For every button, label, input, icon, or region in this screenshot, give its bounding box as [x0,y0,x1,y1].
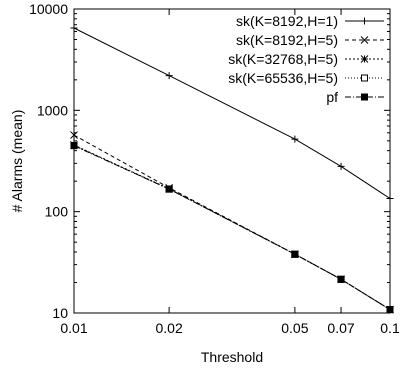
legend-swatch-marker [361,17,368,25]
y-axis-label: # Alarms (mean) [9,110,25,213]
x-tick-label: 0.07 [327,320,354,336]
y-tick-label: 10 [52,305,68,321]
series-line [73,134,391,311]
legend-label: pf [326,89,338,105]
legend-label: sk(K=8192,H=1) [236,13,338,29]
series-line [73,144,391,311]
x-axis: 0.01 0.02 0.05 0.07 0.1 [60,9,400,336]
y-tick-label: 1000 [37,102,68,118]
plot-frame [73,8,391,314]
series-1 [70,131,394,314]
y-axis: 10 100 1000 10000 [29,1,390,321]
x-tick-label: 0.01 [60,320,87,336]
legend-swatch-marker [360,36,369,44]
series-4 [70,142,394,314]
x-tick-label: 0.02 [156,320,183,336]
series-layer [70,24,394,314]
series-2 [70,141,394,314]
legend-label: sk(K=32768,H=5) [228,51,338,67]
x-tick-label: 0.1 [380,320,400,336]
data-point [337,275,345,283]
legend: sk(K=8192,H=1) sk(K=8192,H=5) sk(K=32768,H… [228,13,384,105]
legend-swatch-marker [361,93,368,101]
legend-swatch-marker [360,55,369,63]
data-point [70,24,78,32]
y-tick-label: 100 [45,204,69,220]
data-point [165,72,173,80]
series-line [73,145,391,311]
data-point [386,306,394,314]
x-tick-label: 0.05 [281,320,308,336]
x-axis-label: Threshold [201,349,263,365]
data-point [291,135,299,143]
series-line [73,145,391,311]
data-point [337,162,345,170]
data-point [70,131,78,139]
data-point [70,142,78,150]
data-point [291,250,299,258]
legend-label: sk(K=65536,H=5) [228,70,338,86]
legend-label: sk(K=8192,H=5) [236,32,338,48]
series-3 [70,141,394,314]
data-point [165,185,173,193]
data-point [386,194,394,202]
legend-swatch-marker [361,74,368,82]
series-0 [70,24,394,202]
y-tick-label: 10000 [29,1,68,17]
